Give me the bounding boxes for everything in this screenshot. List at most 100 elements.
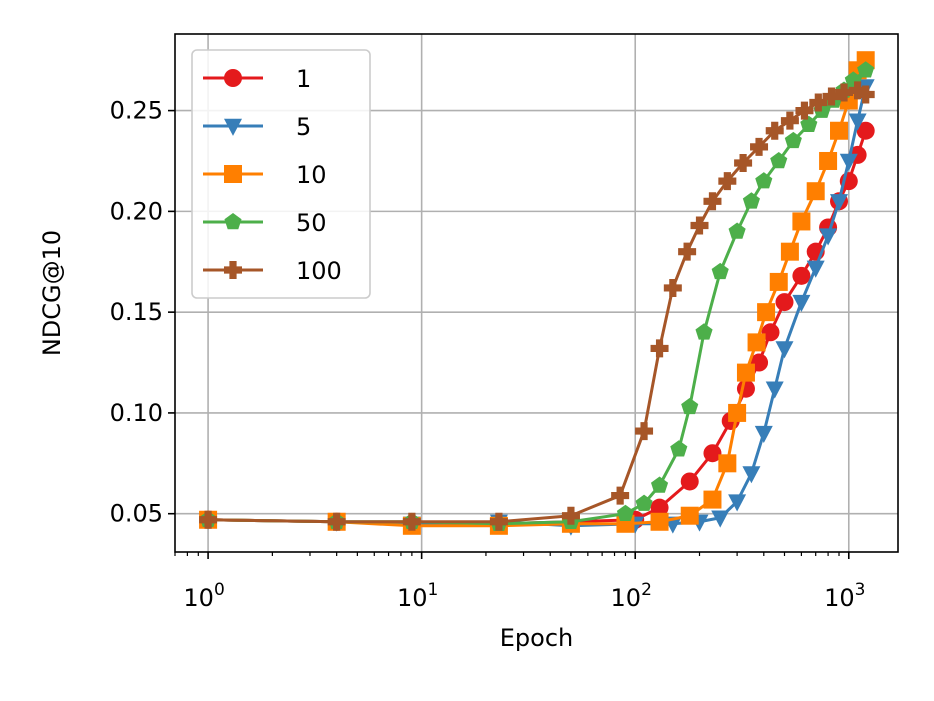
legend-marker bbox=[224, 69, 242, 87]
data-point bbox=[765, 121, 784, 140]
x-tick-label: 102 bbox=[611, 580, 652, 612]
data-point bbox=[830, 121, 849, 140]
data-point bbox=[819, 228, 838, 246]
data-point bbox=[650, 476, 669, 493]
data-point bbox=[819, 151, 838, 170]
data-point bbox=[718, 172, 737, 191]
legend-label: 50 bbox=[296, 209, 327, 237]
y-axis-label: NDCG@10 bbox=[38, 230, 66, 356]
legend-item: 50 bbox=[203, 209, 327, 237]
legend-marker bbox=[224, 118, 242, 136]
data-point bbox=[769, 272, 788, 291]
data-point bbox=[757, 303, 776, 322]
data-point bbox=[848, 113, 867, 131]
data-point bbox=[728, 494, 747, 512]
data-point bbox=[561, 506, 580, 525]
data-point bbox=[650, 339, 669, 358]
data-point bbox=[611, 486, 630, 505]
x-axis-label: Epoch bbox=[500, 624, 574, 652]
legend-label: 100 bbox=[296, 257, 342, 285]
data-point bbox=[742, 192, 760, 209]
data-point bbox=[856, 85, 875, 104]
data-point bbox=[830, 194, 849, 212]
legend-item: 5 bbox=[203, 113, 311, 141]
data-point bbox=[754, 425, 773, 443]
legend-label: 1 bbox=[296, 65, 311, 93]
data-point bbox=[747, 333, 766, 352]
legend-box bbox=[191, 49, 371, 299]
data-point bbox=[784, 131, 802, 149]
data-point bbox=[795, 101, 814, 120]
legend-item: 100 bbox=[203, 257, 342, 285]
data-point bbox=[650, 512, 669, 531]
data-point bbox=[765, 381, 784, 399]
data-point bbox=[848, 81, 867, 100]
data-point bbox=[806, 260, 825, 278]
data-point bbox=[809, 93, 828, 112]
data-point bbox=[839, 153, 858, 171]
x-tick-label: 101 bbox=[397, 580, 438, 612]
data-point bbox=[792, 212, 811, 231]
axis-ticks: 100 101 102 103 0.05 0.10 0.15 0.20 0.25 bbox=[110, 97, 866, 612]
data-point bbox=[327, 512, 346, 531]
series-100 bbox=[199, 81, 875, 531]
legend-item: 10 bbox=[203, 161, 327, 189]
data-point bbox=[800, 115, 818, 132]
data-point bbox=[822, 87, 841, 106]
data-point bbox=[742, 466, 761, 484]
data-point bbox=[856, 121, 875, 140]
data-point bbox=[635, 422, 654, 441]
legend-marker bbox=[224, 261, 242, 279]
data-point bbox=[780, 111, 799, 130]
legend: 1 5 10 50 100 bbox=[191, 49, 371, 299]
data-point bbox=[489, 512, 508, 531]
y-tick-label: 0.10 bbox=[110, 399, 163, 427]
data-point bbox=[680, 472, 699, 491]
data-point bbox=[718, 454, 737, 473]
data-point bbox=[616, 504, 634, 521]
data-point bbox=[402, 512, 421, 531]
data-point bbox=[775, 293, 794, 312]
data-point bbox=[703, 192, 722, 211]
data-point bbox=[703, 490, 722, 509]
y-tick-label: 0.15 bbox=[110, 298, 163, 326]
y-tick-label: 0.05 bbox=[110, 500, 163, 528]
x-tick-label: 103 bbox=[824, 580, 865, 612]
data-point bbox=[635, 494, 653, 511]
data-point bbox=[690, 216, 709, 235]
data-point bbox=[199, 510, 218, 529]
plot-frame bbox=[174, 33, 899, 553]
data-point bbox=[670, 440, 688, 457]
data-point bbox=[792, 294, 811, 312]
data-point bbox=[780, 242, 799, 261]
data-point bbox=[755, 172, 773, 189]
data-point bbox=[678, 242, 697, 261]
legend-marker bbox=[224, 165, 242, 183]
data-point bbox=[681, 397, 699, 415]
data-point bbox=[792, 266, 811, 285]
data-point bbox=[775, 341, 794, 359]
legend-label: 10 bbox=[296, 161, 327, 189]
y-tick-label: 0.25 bbox=[110, 97, 163, 125]
legend-marker bbox=[224, 213, 242, 230]
legend-label: 5 bbox=[296, 113, 311, 141]
data-point bbox=[695, 323, 713, 340]
x-tick-label: 100 bbox=[183, 580, 224, 612]
data-point bbox=[728, 222, 746, 239]
data-point bbox=[857, 61, 875, 78]
data-point bbox=[711, 262, 729, 280]
data-point bbox=[663, 278, 682, 297]
series-layer bbox=[199, 51, 875, 536]
data-point bbox=[703, 444, 722, 463]
data-point bbox=[734, 153, 753, 172]
data-point bbox=[835, 83, 854, 102]
data-point bbox=[761, 323, 780, 342]
data-point bbox=[806, 182, 825, 201]
legend-item: 1 bbox=[203, 65, 311, 93]
data-point bbox=[750, 137, 769, 156]
data-point bbox=[711, 510, 730, 528]
data-point bbox=[728, 403, 747, 422]
data-point bbox=[680, 506, 699, 525]
